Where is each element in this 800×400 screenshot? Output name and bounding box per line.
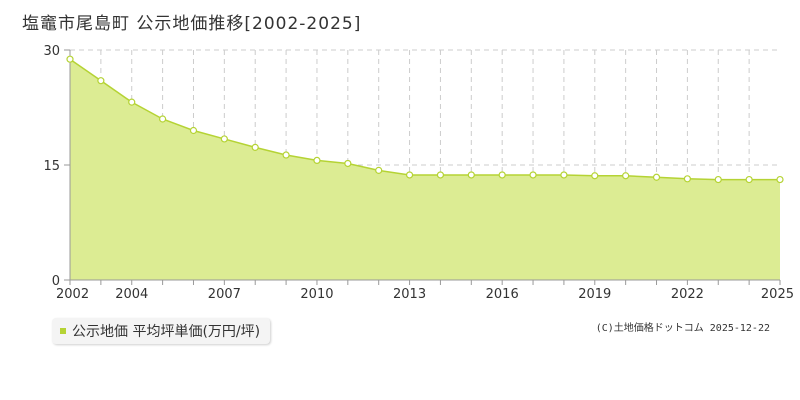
data-point	[622, 172, 630, 180]
data-point	[128, 98, 136, 106]
data-point	[683, 175, 691, 183]
data-point	[436, 171, 445, 179]
copyright-credit: (C)土地価格ドットコム 2025-12-22	[595, 323, 770, 334]
data-point	[714, 175, 722, 184]
y-tick-label: 30	[43, 44, 60, 59]
data-point	[66, 55, 74, 63]
x-tick-label: 2025	[761, 287, 794, 302]
x-tick-label: 2004	[115, 287, 148, 302]
data-points	[66, 55, 784, 184]
chart-title: 塩竈市尾島町 公示地価推移[2002-2025]	[22, 14, 362, 34]
y-tick-label: 0	[52, 274, 60, 289]
data-point	[529, 171, 537, 179]
legend-swatch	[60, 328, 66, 334]
data-point	[282, 151, 290, 159]
x-tick-label: 2016	[486, 287, 519, 302]
axes	[64, 49, 781, 285]
data-point	[220, 135, 228, 143]
data-point	[776, 175, 784, 184]
data-point	[745, 175, 753, 184]
data-point	[313, 156, 321, 164]
data-point	[344, 159, 352, 168]
data-point	[467, 171, 475, 179]
data-point	[498, 171, 506, 179]
x-tick-label: 2002	[56, 287, 89, 302]
data-point	[251, 143, 259, 151]
x-tick-label: 2007	[208, 287, 241, 302]
x-tick-label: 2013	[393, 287, 426, 302]
legend-label: 公示地価 平均坪単価(万円/坪)	[72, 324, 261, 340]
data-point	[375, 166, 383, 174]
tick-labels: 0 15 30 2002 2004 2007 2010 2013 2016 2019 2022 202…	[43, 44, 794, 302]
x-tick-label: 2022	[671, 287, 704, 302]
x-tick-label: 2019	[578, 287, 611, 302]
area-series	[69, 58, 780, 281]
series-line	[69, 58, 780, 181]
data-point	[560, 171, 568, 179]
legend: 公示地価 平均坪単価(万円/坪)	[52, 318, 271, 344]
area-fill	[70, 59, 780, 281]
data-point	[97, 77, 105, 85]
data-point	[189, 126, 198, 135]
data-point	[652, 173, 661, 181]
x-tick-label: 2010	[300, 287, 333, 302]
data-point	[405, 171, 414, 179]
data-point	[591, 172, 599, 180]
y-tick-label: 15	[43, 159, 60, 174]
data-point	[159, 115, 167, 123]
